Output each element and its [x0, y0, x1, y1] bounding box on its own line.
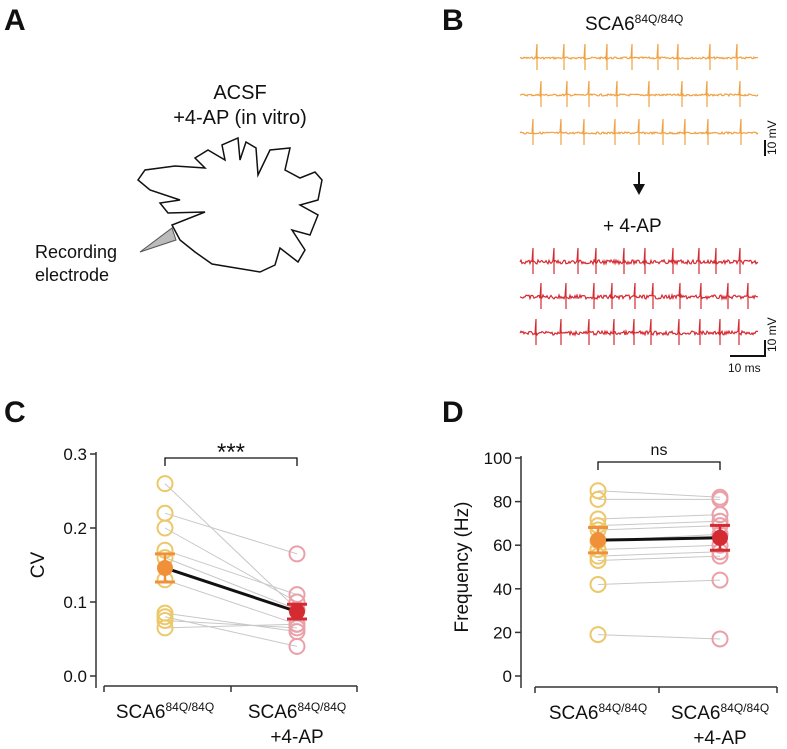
- pair-line: [597, 634, 721, 640]
- panel-label-b: B: [442, 4, 464, 37]
- panel-b-bottom-title: + 4-AP: [603, 216, 662, 237]
- y-tick-label: 0.1: [63, 593, 87, 612]
- scale-label-voltage-top: 10 mV: [765, 120, 779, 155]
- recording-electrode-icon: [139, 227, 177, 253]
- scale-label-voltage-bottom: 10 mV: [765, 317, 779, 352]
- pair-line: [597, 514, 721, 520]
- voltage-trace: [519, 247, 759, 274]
- x-category-label-line2: +4-AP: [270, 727, 323, 744]
- pair-line: [597, 490, 721, 498]
- data-point-before: [589, 482, 607, 500]
- pair-line: [597, 555, 721, 561]
- x-category-label: SCA684Q/84Q: [116, 700, 214, 723]
- data-point-before: [156, 619, 174, 637]
- mean-point-after: [712, 529, 728, 546]
- voltage-trace: [519, 80, 759, 107]
- mean-point-before: [590, 532, 606, 549]
- pair-line: [597, 579, 721, 585]
- traces-after: [519, 247, 759, 345]
- pair-line: [164, 612, 298, 633]
- panel-label-a: A: [4, 4, 26, 37]
- panel-a-title-2: +4-AP (in vitro): [173, 107, 307, 129]
- y-tick-label: 100: [484, 449, 512, 468]
- pair-line: [164, 512, 298, 555]
- voltage-trace: [519, 318, 759, 345]
- y-axis-label: Frequency (Hz): [452, 502, 473, 633]
- chart-c: 0.0 0.1 0.2 0.3 CV SCA684Q/84Q SCA684Q/84Q +4-A…: [28, 439, 358, 748]
- voltage-trace: [519, 43, 759, 70]
- data-point-after: [711, 630, 729, 648]
- data-point-after: [711, 506, 729, 524]
- data-point-after: [711, 571, 729, 589]
- y-tick-label: 0.3: [63, 445, 87, 464]
- x-category-label: SCA684Q/84Q: [549, 701, 647, 724]
- y-tick-label: 80: [493, 493, 512, 512]
- pair-line: [164, 527, 298, 603]
- scale-bar-time-voltage: [730, 340, 766, 357]
- data-point-before: [156, 475, 174, 493]
- significance-label: ns: [651, 442, 668, 459]
- mean-line: [597, 536, 721, 542]
- y-tick-label: 0: [503, 667, 512, 686]
- y-tick-label: 60: [493, 536, 512, 555]
- data-point-before: [589, 626, 607, 644]
- panel-a-title-1: ACSF: [213, 82, 266, 104]
- y-axis-label: CV: [28, 551, 49, 578]
- significance-label: ***: [217, 439, 245, 466]
- panel-b-top-title: SCA684Q/84Q: [585, 12, 683, 35]
- panel-label-d: D: [442, 396, 464, 429]
- panel-label-c: C: [4, 396, 26, 429]
- electrode-label-1: Recording: [35, 242, 117, 262]
- voltage-trace: [519, 118, 759, 145]
- data-point-before: [156, 519, 174, 537]
- y-tick-label: 20: [493, 623, 512, 642]
- cerebellum-slice-outline: [136, 136, 323, 273]
- data-point-after: [288, 545, 306, 563]
- mean-line: [164, 566, 298, 614]
- significance-bracket: [164, 457, 298, 466]
- x-category-label: SCA684Q/84Q: [671, 701, 769, 724]
- data-point-before: [156, 612, 174, 629]
- pair-line: [164, 549, 298, 596]
- electrode-label-2: electrode: [35, 265, 109, 285]
- pair-line: [164, 557, 298, 610]
- pair-line: [164, 620, 298, 629]
- traces-before: [519, 43, 759, 145]
- arrow-head-icon: [633, 184, 645, 195]
- data-point-after: [288, 637, 306, 655]
- pair-line: [164, 623, 298, 629]
- y-tick-label: 40: [493, 580, 512, 599]
- pair-line: [597, 520, 721, 527]
- significance-bracket: [597, 461, 721, 470]
- data-point-before: [589, 490, 607, 508]
- mean-point-after: [289, 603, 305, 620]
- x-category-label: SCA684Q/84Q: [248, 700, 346, 723]
- pair-line: [164, 579, 298, 625]
- x-category-label-line2: +4-AP: [693, 728, 746, 744]
- data-point-before: [589, 575, 607, 593]
- pair-line: [597, 544, 721, 551]
- y-tick-label: 0.2: [63, 519, 87, 538]
- pair-line: [597, 551, 721, 557]
- pair-line: [597, 525, 721, 531]
- chart-d: 0 20 40 60 80 100 Frequency (Hz) SCA684Q/84Q SCA…: [452, 442, 778, 749]
- pair-line: [164, 483, 298, 610]
- scale-label-time: 10 ms: [728, 361, 761, 375]
- y-tick-label: 0.0: [63, 667, 87, 686]
- voltage-trace: [519, 282, 758, 309]
- mean-point-before: [157, 559, 173, 576]
